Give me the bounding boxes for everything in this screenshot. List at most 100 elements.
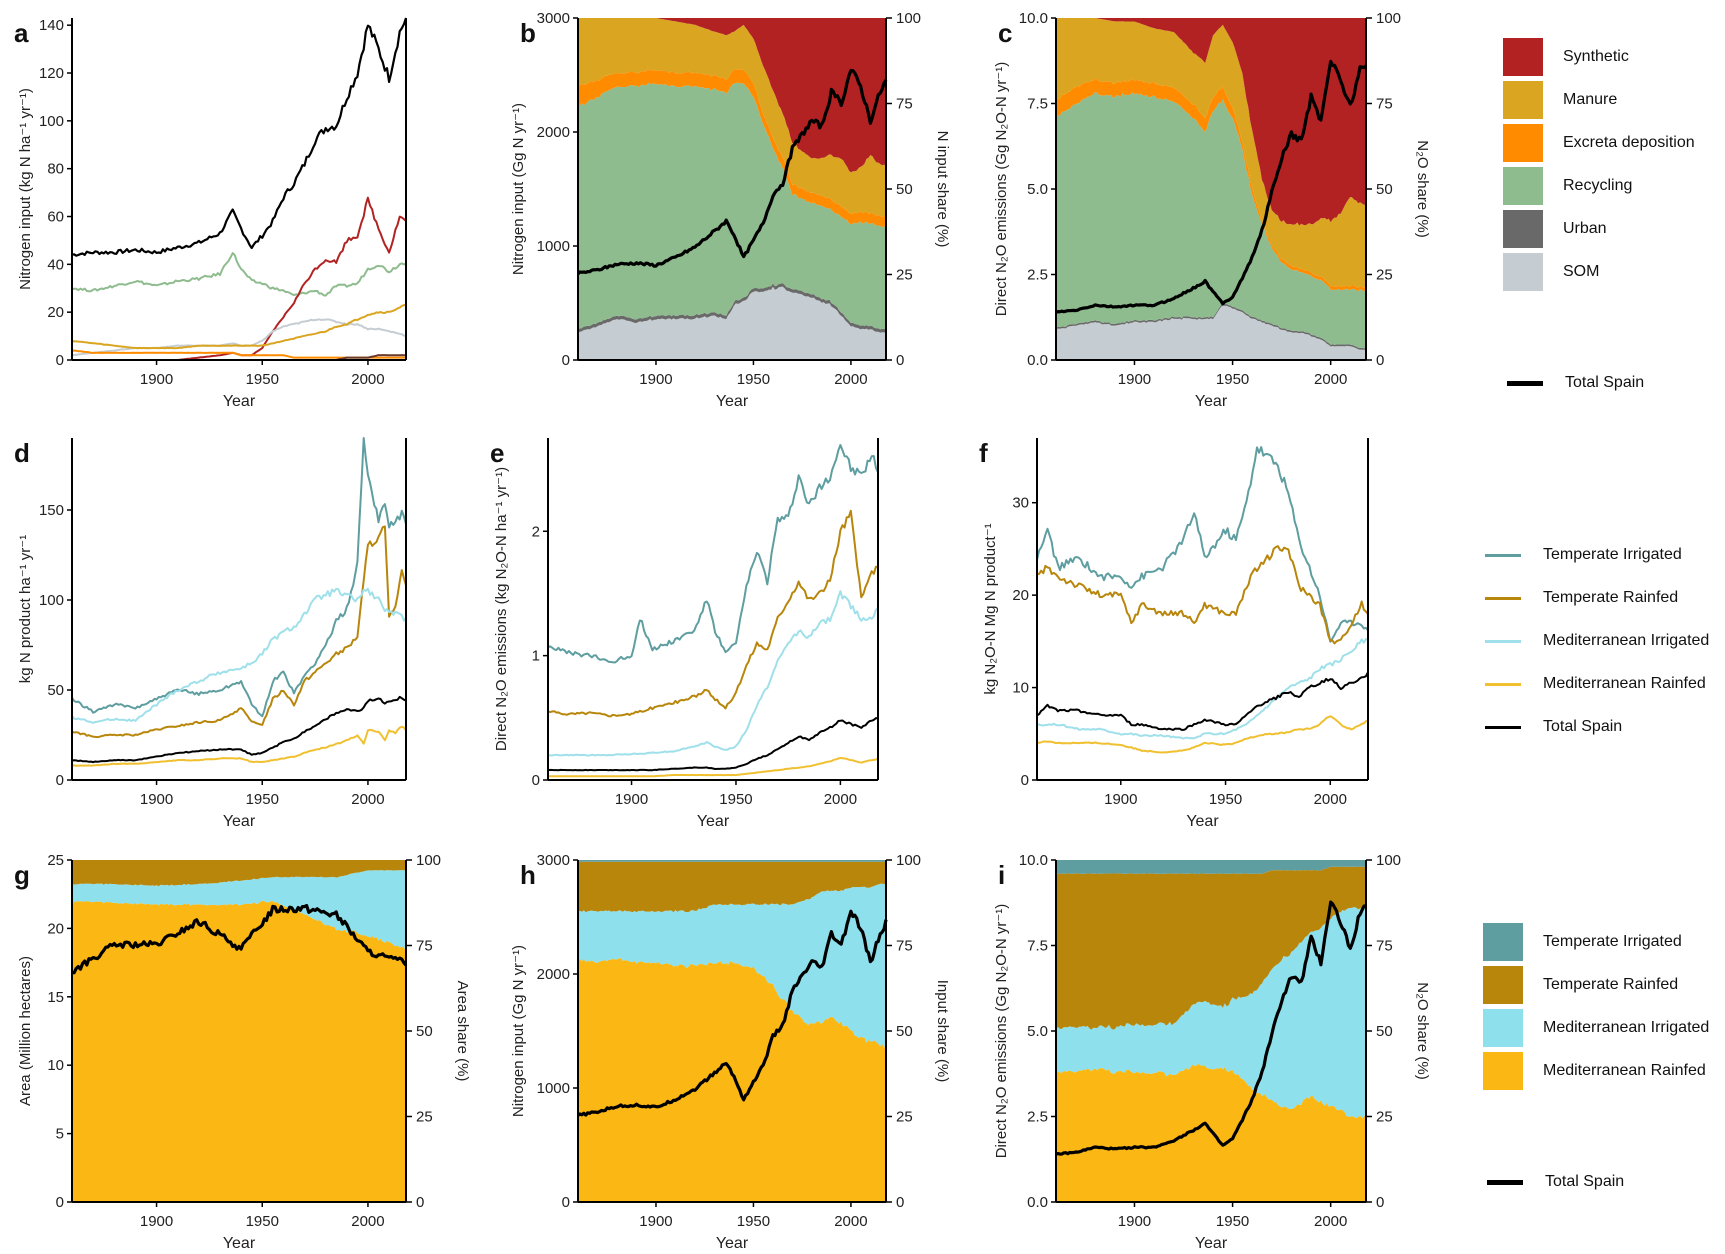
line-mediterranean-irrigated — [547, 590, 879, 757]
panel-f: 0 10 20 30 1900 1950 2000 Year kg N₂O-N Mg N pro… — [979, 438, 1369, 830]
y-tick-label: 0 — [532, 772, 540, 789]
y-right-tick-label: 25 — [896, 1109, 913, 1126]
y-right-tick-label: 50 — [896, 181, 913, 198]
area-synthetic — [1056, 18, 1366, 226]
x-tick-label: 2000 — [351, 371, 384, 388]
y-tick-label: 100 — [39, 113, 64, 130]
line-som — [71, 318, 407, 357]
y-tick-label: 150 — [39, 502, 64, 519]
x-axis-label: Year — [223, 393, 256, 410]
x-tick-label: 1900 — [140, 791, 173, 808]
legend-line-swatch — [1485, 682, 1521, 686]
panel-label: e — [490, 438, 504, 468]
legend-label: Urban — [1563, 220, 1607, 237]
x-tick-label: 1950 — [1209, 791, 1242, 808]
y-tick-label: 140 — [39, 17, 64, 34]
legend-item-mediterranean-rainfed: Mediterranean Rainfed — [1485, 675, 1706, 693]
legend-line-swatch — [1485, 596, 1521, 600]
area-excreta-deposition — [578, 69, 886, 228]
x-axis-label: Year — [1186, 813, 1219, 830]
x-axis-label: Year — [1195, 393, 1228, 410]
x-axis-label: Year — [223, 1235, 256, 1252]
y-tick-label: 2 — [532, 523, 540, 540]
legend-item-manure: Manure — [1503, 81, 1617, 119]
y-tick-label: 7.5 — [1027, 96, 1048, 113]
legend-label: Temperate Irrigated — [1543, 933, 1682, 950]
line-total-spain — [71, 695, 407, 764]
x-tick-label: 1900 — [1118, 371, 1151, 388]
legend-label: Recycling — [1563, 177, 1633, 194]
area-urban — [1056, 303, 1366, 350]
y-tick-label: 5 — [56, 1126, 64, 1143]
x-tick-label: 1950 — [719, 791, 752, 808]
x-tick-label: 2000 — [1314, 1213, 1347, 1230]
line-total — [71, 17, 408, 257]
panel-e: 0 1 2 1900 1950 2000 Year Direct N₂O emissions … — [490, 438, 879, 830]
legend-climate-zones-areas: Temperate Irrigated Temperate Rainfed Me… — [1483, 923, 1725, 1193]
legend-swatch — [1483, 1052, 1523, 1090]
y-tick-label: 10.0 — [1019, 852, 1048, 869]
y-tick-label: 0 — [56, 1194, 64, 1211]
legend-line-swatch — [1485, 553, 1521, 557]
x-tick-label: 1900 — [1118, 1213, 1151, 1230]
panel-d: 0 50 100 150 1900 1950 2000 Year kg N product ha… — [14, 437, 407, 830]
x-tick-label: 1950 — [737, 371, 770, 388]
y-tick-label: 100 — [39, 592, 64, 609]
x-axis-label: Year — [697, 813, 730, 830]
y-tick-label: 60 — [47, 209, 64, 226]
panel-label: a — [14, 18, 29, 48]
area-temperate-irrigated — [578, 860, 886, 862]
panel-label: c — [998, 18, 1012, 48]
legend-item-excreta-deposition: Excreta deposition — [1503, 124, 1695, 162]
legend-item-total-spain: Total Spain — [1485, 718, 1622, 736]
y-tick-label: 5.0 — [1027, 181, 1048, 198]
y-tick-label: 0.0 — [1027, 352, 1048, 369]
y-tick-label: 0 — [562, 352, 570, 369]
y-right-tick-label: 100 — [1376, 852, 1401, 869]
y-tick-label: 0.0 — [1027, 1194, 1048, 1211]
legend-label: Temperate Rainfed — [1543, 976, 1679, 993]
area-synthetic — [578, 18, 886, 173]
area-recycling — [1056, 91, 1366, 349]
panel-c: 0.0 2.5 5.0 7.5 10.0 1900 1950 2000 Year Direct N… — [993, 10, 1431, 410]
x-tick-label: 2000 — [351, 1213, 384, 1230]
x-tick-label: 2000 — [824, 791, 857, 808]
y-tick-label: 2.5 — [1027, 1109, 1048, 1126]
y-tick-label: 0 — [56, 772, 64, 789]
panel-label: b — [520, 18, 536, 48]
y-axis-label: Direct N₂O emissions (Gg N₂O-N yr⁻¹) — [993, 904, 1010, 1159]
x-tick-label: 1900 — [639, 1213, 672, 1230]
x-tick-label: 1900 — [1104, 791, 1137, 808]
line-temperate-irrigated — [547, 444, 879, 664]
line-total-spain — [1036, 671, 1369, 731]
x-axis-label: Year — [716, 393, 749, 410]
line-total-spain — [547, 717, 879, 772]
y-right-tick-label: 100 — [1376, 10, 1401, 27]
y-tick-label: 7.5 — [1027, 938, 1048, 955]
y-tick-label: 120 — [39, 65, 64, 82]
legend-item-som: SOM — [1503, 253, 1599, 291]
y-right-axis-label: Input share (%) — [934, 980, 951, 1083]
line-mediterranean-irrigated — [1036, 638, 1369, 740]
line-temperate-rainfed — [1036, 545, 1369, 645]
y-right-tick-label: 25 — [1376, 1109, 1393, 1126]
legend-label: Synthetic — [1563, 48, 1629, 65]
legend-item-temperate-rainfed: Temperate Rainfed — [1483, 966, 1678, 1004]
x-axis-label: Year — [716, 1235, 749, 1252]
area-manure — [1056, 18, 1366, 288]
y-right-tick-label: 0 — [1376, 352, 1384, 369]
area-temperate-irrigated — [1056, 860, 1366, 875]
line-recycling — [71, 252, 407, 297]
line-mediterranean-rainfed — [71, 725, 407, 767]
y-right-tick-label: 50 — [416, 1023, 433, 1040]
legend-swatch — [1483, 1009, 1523, 1047]
x-axis-label: Year — [223, 813, 256, 830]
line-temperate-rainfed — [547, 509, 879, 718]
x-tick-label: 1950 — [1216, 1213, 1249, 1230]
y-right-tick-label: 0 — [896, 1194, 904, 1211]
legend-item-recycling: Recycling — [1503, 167, 1632, 205]
legend-swatch — [1503, 167, 1543, 205]
x-axis-label: Year — [1195, 1235, 1228, 1252]
legend-label: Temperate Rainfed — [1543, 589, 1679, 606]
